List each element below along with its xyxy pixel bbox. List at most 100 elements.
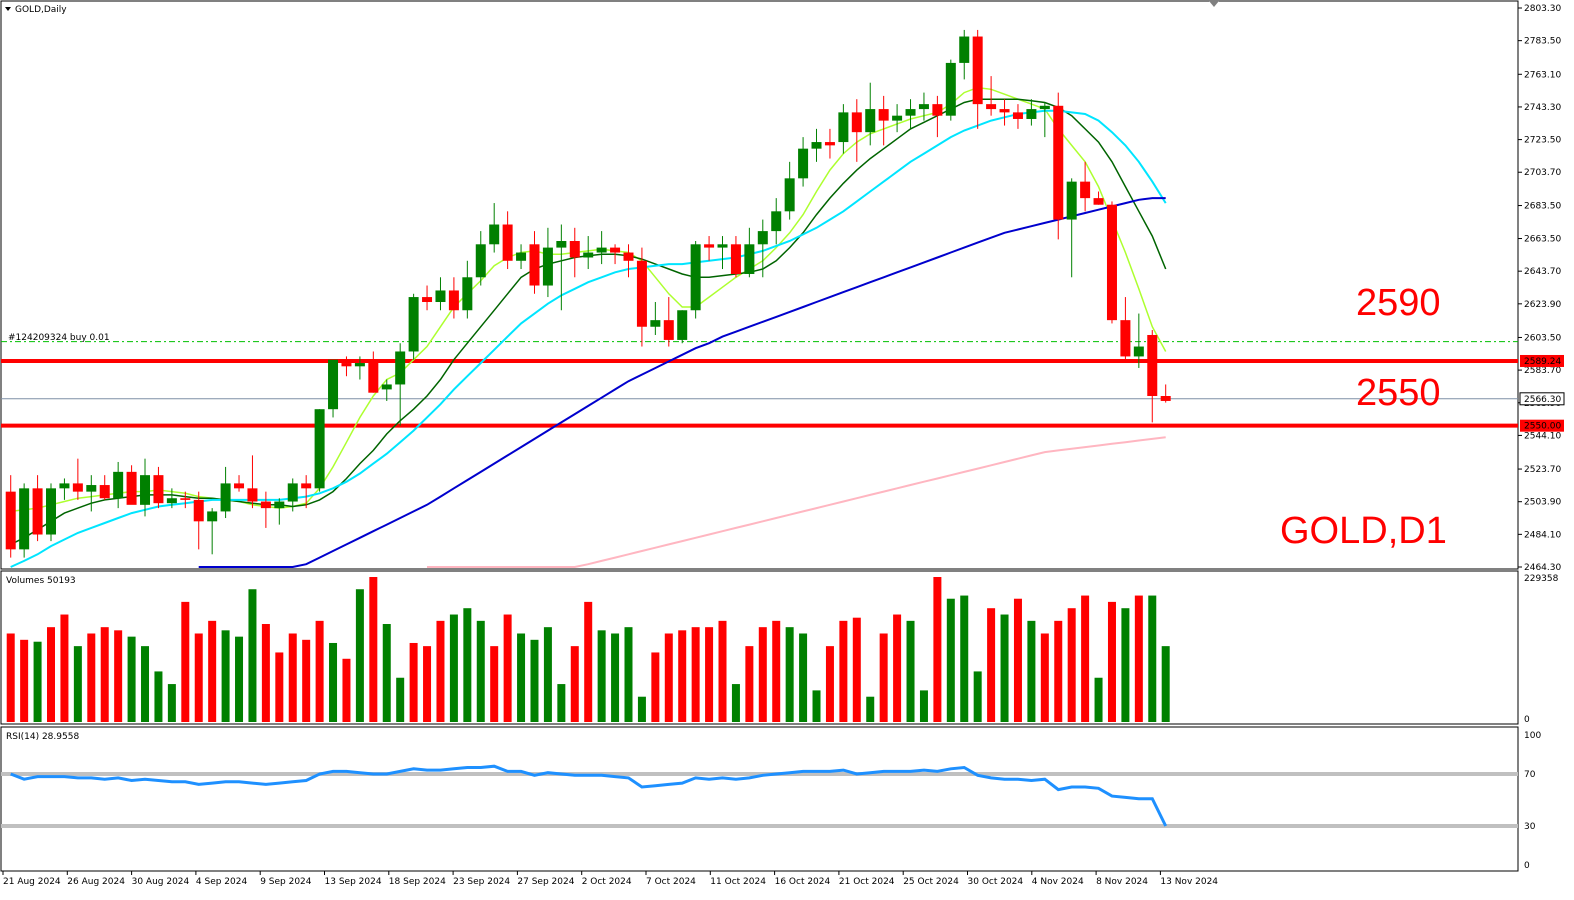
candle — [193, 491, 204, 550]
volume-bar — [1040, 633, 1049, 722]
candle — [959, 29, 970, 80]
candle-body — [5, 491, 16, 550]
volume-bar — [691, 627, 700, 722]
volume-bar — [329, 642, 338, 722]
volume-bar — [611, 633, 620, 722]
candle — [918, 92, 929, 121]
price-tick-label: 2803.30 — [1524, 4, 1561, 14]
volume-bar — [235, 636, 244, 722]
candle — [1080, 161, 1091, 212]
candle — [690, 240, 701, 319]
candle-body — [153, 475, 164, 504]
price-tag-box — [1520, 354, 1564, 367]
candle-body — [583, 252, 594, 258]
rsi-tick-label: 0 — [1524, 861, 1530, 871]
candle — [354, 356, 365, 380]
volume-bar — [6, 633, 15, 722]
candle — [126, 465, 137, 505]
candle-body — [1066, 181, 1077, 220]
candle-body — [744, 244, 755, 274]
candle — [180, 491, 191, 509]
volume-bar — [517, 633, 526, 722]
symbol-label: GOLD,Daily — [15, 5, 67, 15]
volume-bar — [651, 652, 660, 722]
candle — [113, 461, 124, 509]
volume-bar — [261, 624, 270, 722]
shift-marker-icon[interactable] — [1209, 1, 1219, 7]
candle — [798, 137, 809, 187]
volume-bar — [369, 577, 378, 722]
candle — [824, 128, 835, 159]
candle-body — [193, 499, 204, 522]
candle — [19, 483, 30, 558]
candle-body — [260, 501, 271, 509]
candle-body — [972, 36, 983, 105]
price-panel — [1, 29, 1518, 568]
candle-body — [489, 224, 500, 245]
candle-body — [301, 483, 312, 489]
candle — [596, 231, 607, 265]
volume-bar — [47, 627, 56, 722]
volume-bar — [288, 633, 297, 722]
candle-body — [274, 501, 285, 509]
volume-bar — [919, 690, 928, 722]
volume-bar — [866, 696, 875, 722]
candle-body — [918, 104, 929, 110]
candle — [395, 343, 406, 426]
candle — [247, 455, 258, 509]
volume-bar — [678, 630, 687, 722]
candle — [878, 95, 889, 146]
candle-body — [462, 277, 473, 311]
candle-body — [717, 244, 728, 248]
volume-bar — [463, 608, 472, 722]
candle-body — [502, 224, 513, 261]
candle — [677, 310, 688, 344]
candle — [1147, 330, 1158, 423]
candle — [435, 277, 446, 311]
date-tick-label: 27 Sep 2024 — [517, 877, 574, 887]
candle-body — [72, 483, 83, 492]
volume-bar — [127, 636, 136, 722]
candle-body — [46, 488, 57, 535]
date-tick-label: 30 Oct 2024 — [968, 877, 1024, 887]
volume-title: Volumes 50193 — [6, 576, 76, 586]
candle-body — [19, 488, 30, 550]
rsi-title: RSI(14) 28.9558 — [6, 732, 79, 742]
symbol-menu-icon[interactable] — [5, 7, 11, 11]
candle — [784, 161, 795, 220]
volume-bar — [73, 646, 82, 722]
candle-body — [234, 483, 245, 489]
volume-bar — [530, 639, 539, 722]
candle-body — [354, 363, 365, 367]
candle — [314, 409, 325, 492]
volume-bar — [637, 696, 646, 722]
date-tick-label: 2 Oct 2024 — [582, 877, 632, 887]
candle — [932, 95, 943, 138]
price-axis: 2803.30 2783.50 2763.10 2743.30 2723.50 2703.… — [1518, 4, 1565, 871]
candle-body — [328, 359, 339, 410]
candle — [234, 475, 245, 492]
candle — [730, 236, 741, 278]
candle — [220, 466, 231, 519]
volume-bar — [785, 627, 794, 722]
candle-body — [677, 310, 688, 340]
candle-body — [851, 112, 862, 133]
candle — [72, 458, 83, 500]
candle-body — [798, 148, 809, 179]
candle — [462, 260, 473, 319]
candle-body — [878, 109, 889, 121]
volume-bar — [1148, 595, 1157, 722]
moving-average-line — [198, 197, 1166, 568]
volume-bar — [906, 620, 915, 722]
price-tag-box — [1520, 419, 1564, 432]
volume-bar — [1027, 620, 1036, 722]
price-tick-label: 2683.50 — [1524, 202, 1561, 212]
order-label: #124209324 buy 0.01 — [8, 333, 110, 343]
volume-bar — [1121, 608, 1130, 722]
date-tick-label: 8 Nov 2024 — [1096, 877, 1148, 887]
candle-body — [690, 244, 701, 311]
candle — [408, 293, 419, 360]
candle — [771, 198, 782, 245]
